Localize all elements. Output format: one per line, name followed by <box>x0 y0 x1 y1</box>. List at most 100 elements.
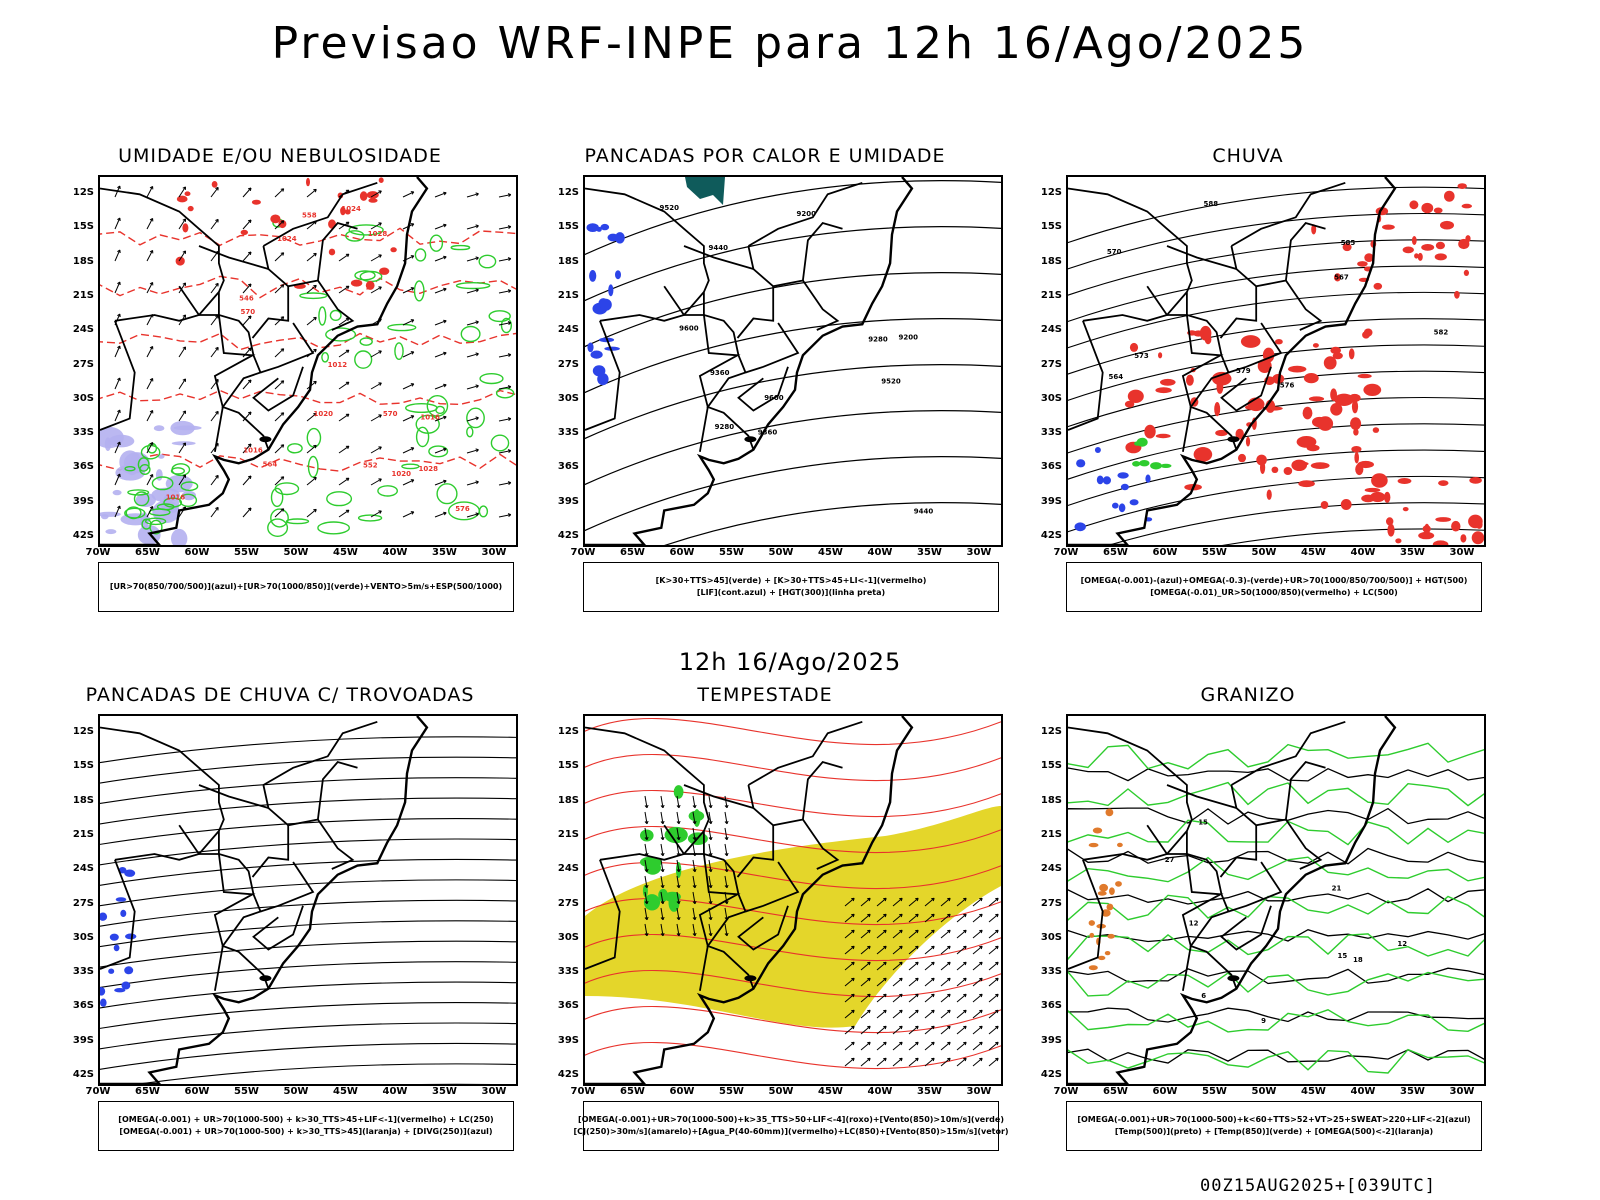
wind-vector <box>692 907 696 920</box>
wind-vector <box>979 1025 983 1030</box>
wind-vector <box>182 410 186 414</box>
rain-area <box>1461 203 1472 209</box>
contour-label: 9360 <box>758 429 778 437</box>
omega-area <box>1088 965 1098 971</box>
wind-vector <box>851 977 855 982</box>
wind-vector <box>676 804 681 809</box>
rain-area <box>1155 387 1172 394</box>
wind-vector <box>242 283 252 294</box>
lat-tick-label: 21S <box>1040 828 1062 840</box>
lon-tick-label: 50W <box>1251 1086 1277 1097</box>
wind-vector <box>434 288 447 294</box>
wind-vector <box>182 250 186 254</box>
lat-tick-label: 18S <box>72 794 94 806</box>
lat-tick-label: 33S <box>72 427 94 439</box>
state-border <box>251 286 290 339</box>
state-border <box>736 825 775 878</box>
wind-vector <box>708 916 713 921</box>
wind-850-area <box>640 829 654 842</box>
rain-area <box>1351 399 1359 414</box>
rain-area <box>1370 491 1386 503</box>
omega-strong-area <box>1136 437 1148 447</box>
wind-vector <box>979 945 983 950</box>
contour-label: 9440 <box>914 507 934 515</box>
wind-vector <box>708 827 712 840</box>
wind-vector <box>370 510 382 518</box>
wind-vector <box>924 1009 935 1019</box>
rain-area <box>1245 404 1261 411</box>
wind-vector <box>963 897 967 902</box>
rain-area <box>1469 477 1482 484</box>
lon-tick-label: 65W <box>1103 1086 1128 1097</box>
lat-tick-label: 30S <box>72 931 94 943</box>
wind-vector <box>899 1025 903 1030</box>
wind-vector <box>306 317 317 326</box>
lat-tick-label: 33S <box>72 966 94 978</box>
state-border <box>1068 859 1104 970</box>
wind-vector <box>963 977 967 982</box>
wind-vector <box>883 913 887 918</box>
rain-area <box>1334 393 1354 406</box>
state-border <box>1068 187 1238 450</box>
legend-line: [OMEGA(-0.001)+UR>70(1000-500)+k>35_TTS>… <box>578 1115 1004 1124</box>
wind-vector <box>644 843 648 856</box>
state-border <box>1146 285 1224 452</box>
wind-vector <box>692 923 696 936</box>
wind-vector <box>940 1009 951 1019</box>
rain-area <box>1434 253 1447 261</box>
wind-vector <box>274 252 285 262</box>
wind-vector <box>114 377 121 390</box>
streamline <box>100 797 516 825</box>
wind-vector <box>692 836 697 841</box>
lat-tick-label: 12S <box>557 187 579 198</box>
wind-vector <box>507 193 512 197</box>
contour-label: 573 <box>1134 352 1149 360</box>
geopotential-contour <box>585 364 1001 440</box>
wind-vector <box>280 220 285 224</box>
wind-vector <box>434 256 447 262</box>
omega-area <box>1106 903 1114 911</box>
wind-vector <box>931 929 935 934</box>
wind-vector <box>660 884 665 889</box>
wind-vector <box>660 875 664 888</box>
streamline <box>1068 291 1484 349</box>
wind-vector <box>466 449 479 454</box>
wind-vector <box>979 977 983 982</box>
lat-tick-label: 27S <box>72 358 94 370</box>
humidity-low-contour <box>171 463 191 477</box>
rain-area <box>1127 389 1144 403</box>
state-border <box>1220 905 1272 951</box>
lat-tick-label: 15S <box>72 221 94 233</box>
wind-vector <box>274 316 285 326</box>
wind-vector <box>883 993 887 998</box>
legend-line: [K>30+TTS>45](verde) + [K>30+TTS>45+LI<-… <box>655 576 927 585</box>
wind-vector <box>867 1041 871 1046</box>
wind-vector <box>443 287 447 292</box>
wind-vector <box>956 961 967 971</box>
contour-label: 1028 <box>368 230 388 238</box>
humidity-low-contour <box>307 455 319 478</box>
omega-strong-area <box>1132 461 1141 467</box>
wind-vector <box>988 1041 999 1051</box>
lat-tick-label: 42S <box>1040 530 1062 541</box>
wind-vector <box>410 447 415 451</box>
red-fleck <box>240 229 248 235</box>
lat-tick-label: 12S <box>72 726 94 737</box>
wind-vector <box>963 945 967 950</box>
rain-area <box>1363 383 1382 396</box>
lon-tick-label: 45W <box>1301 547 1326 558</box>
panel-title: PANCADAS DE CHUVA C/ TROVOADAS <box>85 684 475 706</box>
legend-line: [UR>70(850/700/500)](azul)+[UR>70(1000/8… <box>109 582 503 591</box>
wind-vector <box>956 897 967 907</box>
wind-vector <box>247 475 252 480</box>
wind-vector <box>995 1025 999 1030</box>
wind-vector <box>466 513 479 518</box>
wind-vector <box>860 1025 871 1035</box>
wind-vector <box>507 481 512 485</box>
lagoon <box>744 975 757 982</box>
wind-vector <box>146 474 154 486</box>
wind-vector <box>883 977 887 982</box>
wind-vector <box>410 287 415 291</box>
wind-vector <box>940 977 951 987</box>
contour-label: 15 <box>1198 819 1208 827</box>
